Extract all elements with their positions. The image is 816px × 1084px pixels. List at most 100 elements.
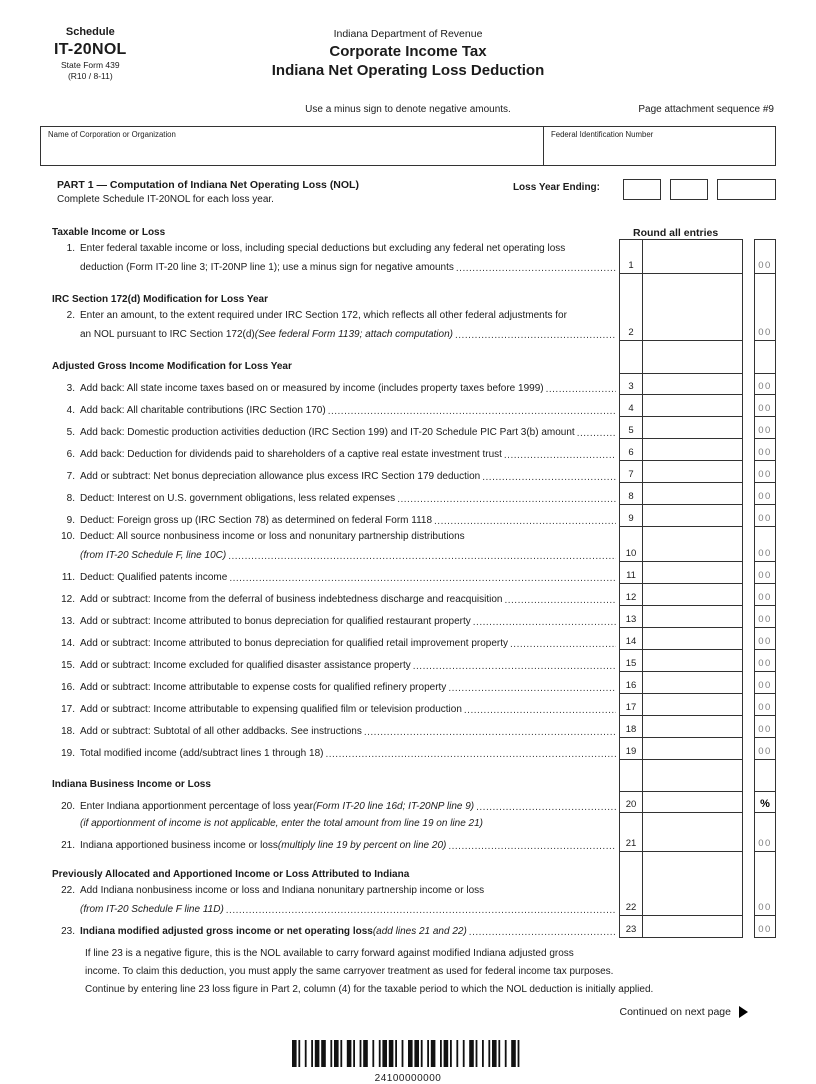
column-gap <box>743 881 754 897</box>
amount-input-line-18[interactable] <box>643 716 743 738</box>
federal-id-label: Federal Identification Number <box>551 130 654 139</box>
line-number-box-14: 14 <box>619 628 643 650</box>
amount-input-line-20[interactable] <box>643 791 743 813</box>
line-number-column <box>619 341 643 353</box>
form-line-12: 12. Add or subtract: Income from the defe… <box>40 584 776 606</box>
amount-input-line-13[interactable] <box>643 606 743 628</box>
loss-year-box-2[interactable] <box>670 179 708 200</box>
line-description: 2. Enter an amount, to the extent require… <box>40 306 619 322</box>
cents-column <box>754 274 776 286</box>
dotted-leader <box>504 594 616 606</box>
description-text: deduction (Form IT-20 line 3; IT-20NP li… <box>80 261 454 273</box>
dotted-leader <box>469 926 616 938</box>
line-number-prefix: 21. <box>61 839 75 851</box>
line-number-prefix: 7. <box>66 470 75 482</box>
form-line-9: 9. Deduct: Foreign gross up (IRC Section … <box>40 505 776 527</box>
amount-input-line-7[interactable] <box>643 461 743 483</box>
title-block: Indiana Department of Revenue Corporate … <box>40 26 776 81</box>
description-text: Deduct: Interest on U.S. government obli… <box>80 492 396 504</box>
amount-input-line-22[interactable] <box>643 897 743 916</box>
form-row: 10. Deduct: All source nonbusiness income… <box>40 527 776 543</box>
column-gap <box>743 628 754 650</box>
amount-input-line-17[interactable] <box>643 694 743 716</box>
dotted-leader <box>413 660 616 672</box>
corporation-name-field[interactable]: Name of Corporation or Organization <box>41 127 543 165</box>
amount-input-line-14[interactable] <box>643 628 743 650</box>
amount-input-line-3[interactable] <box>643 373 743 395</box>
cents-box-line-16: 00 <box>754 672 776 694</box>
description-text: (add lines 21 and 22) <box>372 925 467 937</box>
description-text: (from IT-20 Schedule F, line 10C) <box>80 549 227 561</box>
dotted-leader <box>482 471 616 483</box>
amount-input-line-8[interactable] <box>643 483 743 505</box>
form-line-23: 23. Indiana modified adjusted gross incom… <box>40 916 776 938</box>
amount-input-line-4[interactable] <box>643 395 743 417</box>
amount-input-line-1[interactable] <box>643 255 743 274</box>
cents-00-label: 00 <box>758 636 772 647</box>
column-gap <box>743 694 754 716</box>
description-text: Add Indiana nonbusiness income or loss a… <box>80 884 485 896</box>
line-description: an NOL pursuant to IRC Section 172(d) (S… <box>40 322 619 341</box>
column-gap <box>743 771 754 791</box>
amount-input-line-2[interactable] <box>643 322 743 341</box>
cents-column <box>754 527 776 543</box>
amount-input-line-10[interactable] <box>643 543 743 562</box>
cents-00-label: 00 <box>758 491 772 502</box>
line-number-prefix: 18. <box>61 725 75 737</box>
amount-input-line-6[interactable] <box>643 439 743 461</box>
form-line-17: 17. Add or subtract: Income attributable … <box>40 694 776 716</box>
line-number-column <box>619 813 643 830</box>
description-text: Add or subtract: Net bonus depreciation … <box>80 470 481 482</box>
description-text: Indiana modified adjusted gross income o… <box>80 925 373 937</box>
line-number-box-18: 18 <box>619 716 643 738</box>
loss-year-box-1[interactable] <box>623 179 661 200</box>
line-description <box>40 852 619 861</box>
amount-column <box>643 306 743 322</box>
line-number-box-12: 12 <box>619 584 643 606</box>
amount-input-line-16[interactable] <box>643 672 743 694</box>
round-all-entries-label: Round all entries <box>633 227 719 239</box>
column-gap <box>743 373 754 395</box>
section-heading: Adjusted Gross Income Modification for L… <box>52 360 292 372</box>
part1-rows: Taxable Income or Loss Round all entries 1… <box>40 219 776 938</box>
form-line-22: (from IT-20 Schedule F line 11D) 22 00 <box>40 897 776 916</box>
cents-00-label: 00 <box>758 548 772 559</box>
cents-box-line-6: 00 <box>754 439 776 461</box>
line-number-prefix: 5. <box>66 426 75 438</box>
line-description: 13. Add or subtract: Income attributed to… <box>40 606 619 628</box>
cents-00-label: 00 <box>758 469 772 480</box>
form-row <box>40 852 776 861</box>
column-gap <box>743 505 754 527</box>
cents-00-label: 00 <box>758 614 772 625</box>
line-number-prefix: 23. <box>61 925 75 937</box>
amount-input-line-19[interactable] <box>643 738 743 760</box>
line-description: deduction (Form IT-20 line 3; IT-20NP li… <box>40 255 619 274</box>
amount-input-line-12[interactable] <box>643 584 743 606</box>
line-number-column <box>619 527 643 543</box>
form-line-1: deduction (Form IT-20 line 3; IT-20NP li… <box>40 255 776 274</box>
form-row: (if apportionment of income is not appli… <box>40 813 776 830</box>
description-text: Indiana apportioned business income or l… <box>80 839 278 851</box>
loss-year-box-3[interactable] <box>717 179 776 200</box>
line-number-box-5: 5 <box>619 417 643 439</box>
cents-column <box>754 861 776 881</box>
form-line-7: 7. Add or subtract: Net bonus depreciatio… <box>40 461 776 483</box>
amount-input-line-9[interactable] <box>643 505 743 527</box>
federal-id-field[interactable]: Federal Identification Number <box>543 127 775 165</box>
amount-input-line-11[interactable] <box>643 562 743 584</box>
dotted-leader <box>448 840 616 852</box>
cents-00-label: 00 <box>758 570 772 581</box>
amount-column <box>643 771 743 791</box>
corporation-name-label: Name of Corporation or Organization <box>48 130 176 139</box>
amount-input-line-5[interactable] <box>643 417 743 439</box>
cents-box-line-5: 00 <box>754 417 776 439</box>
column-gap <box>743 286 754 306</box>
dotted-leader <box>229 572 616 584</box>
amount-input-line-21[interactable] <box>643 830 743 852</box>
line-number-prefix: 17. <box>61 703 75 715</box>
cents-00-label: 00 <box>758 658 772 669</box>
line-description: 11. Deduct: Qualified patents income <box>40 562 619 584</box>
cents-box-line-21: 00 <box>754 830 776 852</box>
amount-input-line-23[interactable] <box>643 916 743 938</box>
amount-input-line-15[interactable] <box>643 650 743 672</box>
